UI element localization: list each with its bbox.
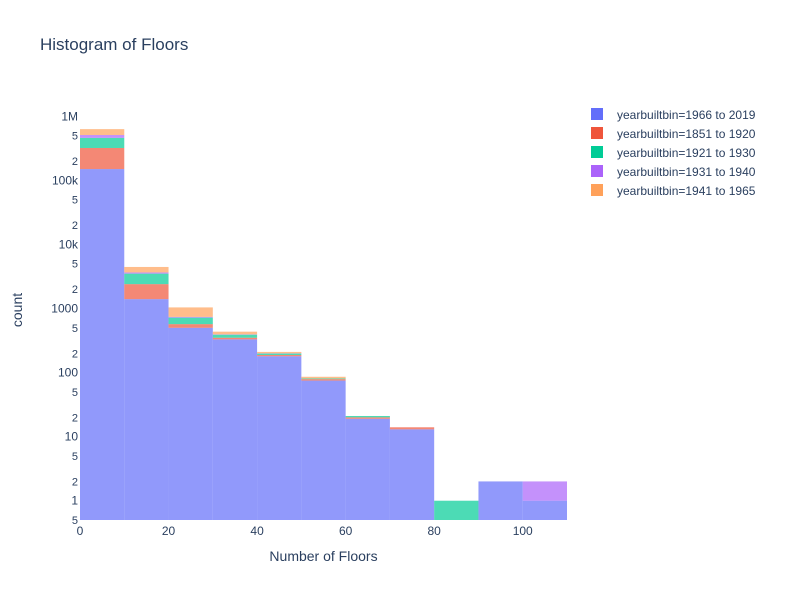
y-minor-tick-label: 2 [72,220,78,232]
x-tick-label: 20 [162,524,176,538]
bar-5-bin-20 [168,307,213,317]
bar-1-bin-20 [168,327,213,520]
bar-4-bin-100 [522,481,567,501]
chart-title: Histogram of Floors [40,35,188,54]
y-tick-label: 1 [71,494,78,508]
x-axis-title: Number of Floors [269,548,377,564]
y-minor-tick-label: 5 [72,131,78,143]
y-minor-tick-label: 2 [72,348,78,360]
legend-label[interactable]: yearbuiltbin=1966 to 2019 [617,108,756,122]
bar-5-bin-30 [212,331,258,335]
y-axis-title: count [9,293,25,327]
y-minor-tick-label: 2 [72,284,78,296]
bar-4-bin-0 [80,135,125,138]
legend-label[interactable]: yearbuiltbin=1931 to 1940 [617,165,756,179]
bar-2-bin-50 [301,379,346,381]
legend-swatch[interactable] [591,184,603,196]
bar-1-bin-30 [212,339,258,520]
bars-layer [80,129,567,521]
bar-3-bin-30 [212,334,258,338]
bar-1-bin-40 [257,356,302,520]
bar-3-bin-0 [80,137,125,148]
y-minor-tick-label: 5 [72,515,78,527]
legend-label[interactable]: yearbuiltbin=1921 to 1930 [617,146,756,160]
bar-3-bin-80 [434,500,479,520]
bar-2-bin-10 [124,284,169,300]
bar-3-bin-60 [345,415,390,418]
y-tick-label: 1000 [51,301,78,315]
bar-2-bin-40 [257,355,302,357]
bar-2-bin-20 [168,324,213,328]
y-tick-label: 100 [58,366,78,380]
bar-1-bin-90 [478,481,523,520]
bar-2-bin-0 [80,147,125,170]
legend-swatch[interactable] [591,146,603,158]
bar-1-bin-70 [389,429,435,520]
bar-3-bin-40 [257,353,302,356]
bar-1-bin-50 [301,380,346,520]
bar-5-bin-0 [80,129,125,136]
bar-3-bin-20 [168,317,213,325]
bar-1-bin-100 [522,500,567,520]
y-minor-tick-label: 5 [72,323,78,335]
y-minor-tick-label: 5 [72,387,78,399]
legend-swatch[interactable] [591,165,603,177]
legend-label[interactable]: yearbuiltbin=1941 to 1965 [617,184,756,198]
y-tick-label: 1M [61,109,78,123]
bar-5-bin-40 [257,351,302,354]
x-axis: 0 20 40 60 80 100 [77,524,533,538]
y-minor-tick-label: 2 [72,156,78,168]
legend-swatch[interactable] [591,127,603,139]
bar-2-bin-60 [345,417,390,419]
y-minor-tick-label: 2 [72,412,78,424]
bar-2-bin-30 [212,337,258,340]
x-tick-label: 60 [339,524,353,538]
bar-4-bin-20 [168,316,213,318]
x-tick-label: 40 [250,524,264,538]
y-tick-label: 10k [59,237,79,251]
y-minor-tick-label: 5 [72,259,78,271]
bar-2-bin-70 [389,427,435,430]
x-tick-label: 0 [77,524,84,538]
bar-1-bin-0 [80,169,125,521]
y-minor-tick-label: 2 [72,476,78,488]
y-axis: 1 10 100 1000 10k 100k 1M 5 2 5 2 5 2 5 2 5 2 5 2 5 [51,109,79,527]
y-minor-tick-label: 5 [72,451,78,463]
bar-3-bin-50 [301,378,346,380]
x-tick-label: 80 [428,524,442,538]
bar-5-bin-10 [124,266,169,273]
bar-1-bin-60 [345,418,390,520]
bar-5-bin-50 [301,376,346,379]
legend-label[interactable]: yearbuiltbin=1851 to 1920 [617,127,756,141]
y-tick-label: 10 [65,430,79,444]
y-minor-tick-label: 5 [72,195,78,207]
legend: yearbuiltbin=1966 to 2019 yearbuiltbin=18… [591,108,756,198]
bar-4-bin-10 [124,272,169,274]
y-tick-label: 100k [52,173,79,187]
x-tick-label: 100 [513,524,533,538]
bar-1-bin-10 [124,299,169,520]
bar-3-bin-10 [124,273,169,285]
legend-swatch[interactable] [591,108,603,120]
